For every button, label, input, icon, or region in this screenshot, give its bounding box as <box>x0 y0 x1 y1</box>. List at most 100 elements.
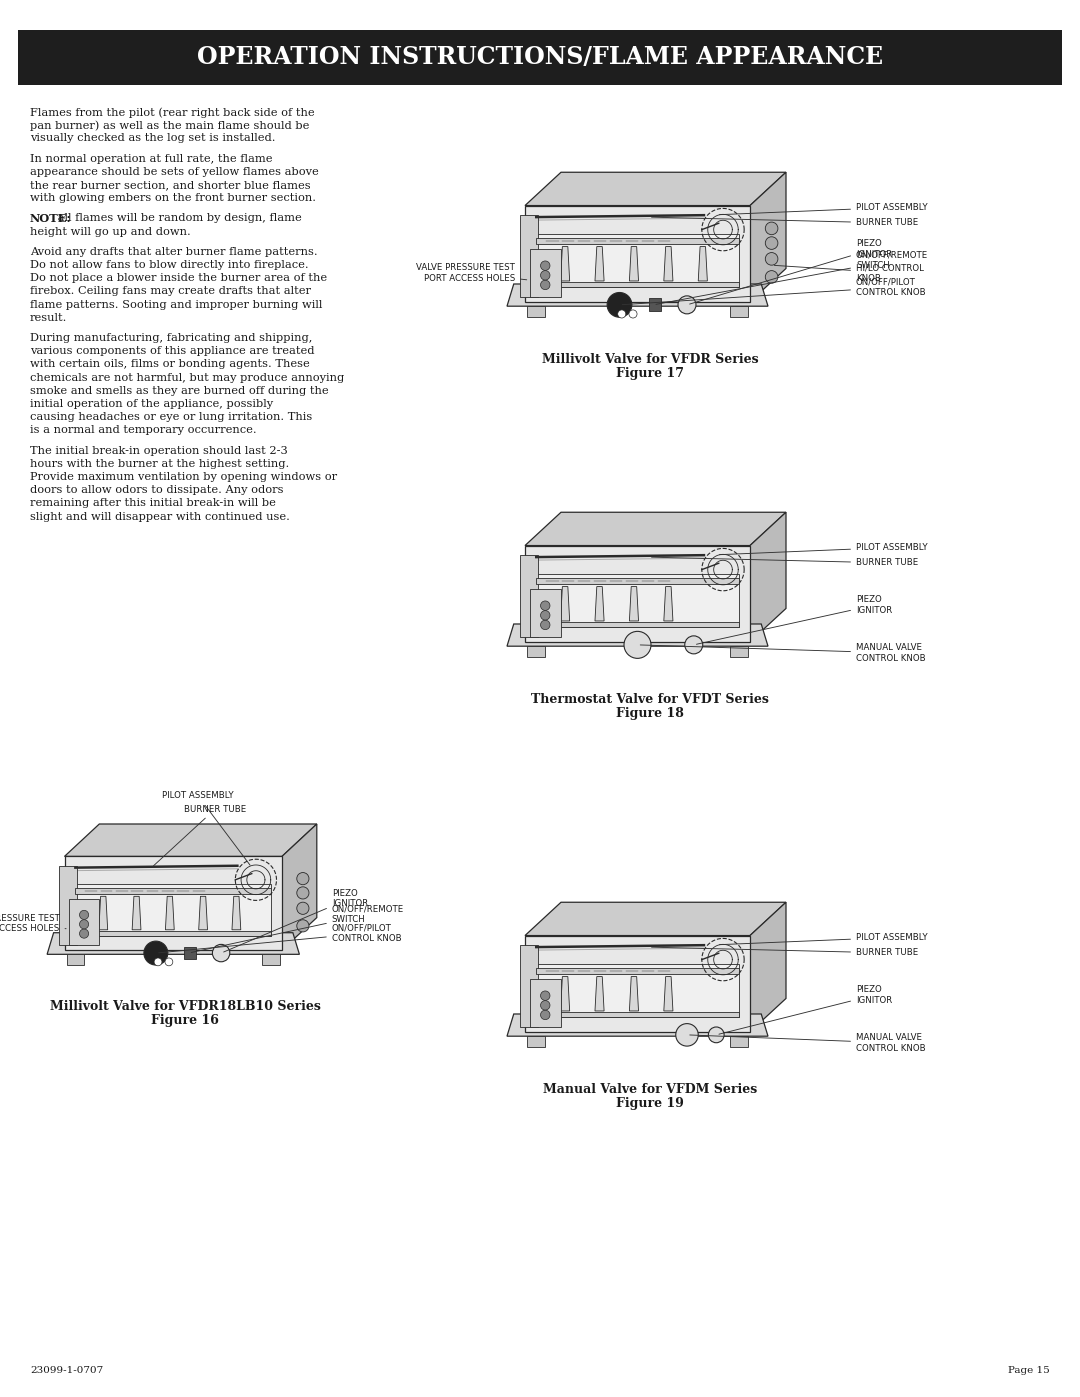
Polygon shape <box>282 824 316 950</box>
Text: remaining after this initial break-in will be: remaining after this initial break-in wi… <box>30 499 275 509</box>
Circle shape <box>766 253 778 265</box>
Polygon shape <box>232 897 241 930</box>
Text: ON/OFF/PILOT
CONTROL KNOB: ON/OFF/PILOT CONTROL KNOB <box>622 278 926 305</box>
Polygon shape <box>527 306 545 317</box>
Circle shape <box>766 222 778 235</box>
Text: PILOT ASSEMBLY: PILOT ASSEMBLY <box>162 792 251 865</box>
Polygon shape <box>750 902 786 1032</box>
Text: Manual Valve for VFDM Series: Manual Valve for VFDM Series <box>543 1083 757 1097</box>
Text: Flames from the pilot (rear right back side of the: Flames from the pilot (rear right back s… <box>30 108 314 117</box>
Bar <box>537 1011 739 1017</box>
Circle shape <box>297 919 309 932</box>
Circle shape <box>213 944 230 961</box>
Text: PIEZO
IGNITOR: PIEZO IGNITOR <box>224 888 368 951</box>
Circle shape <box>540 601 550 610</box>
Bar <box>59 866 77 946</box>
Bar <box>519 215 538 298</box>
Circle shape <box>766 271 778 284</box>
Circle shape <box>540 1010 550 1020</box>
Polygon shape <box>561 587 569 622</box>
Polygon shape <box>525 902 786 936</box>
Circle shape <box>685 636 703 654</box>
Text: VALVE PRESSURE TEST
PORT ACCESS HOLES: VALVE PRESSURE TEST PORT ACCESS HOLES <box>0 914 66 933</box>
Bar <box>519 946 538 1027</box>
Polygon shape <box>525 936 750 1032</box>
Bar <box>537 964 739 1017</box>
Circle shape <box>144 942 167 965</box>
Text: Figure 17: Figure 17 <box>616 367 684 380</box>
Polygon shape <box>132 897 141 930</box>
Text: BURNER TUBE: BURNER TUBE <box>153 805 246 866</box>
Bar <box>529 979 561 1027</box>
Polygon shape <box>67 954 84 965</box>
Circle shape <box>540 620 550 630</box>
Polygon shape <box>630 247 638 281</box>
Text: visually checked as the log set is installed.: visually checked as the log set is insta… <box>30 133 275 144</box>
Text: ON/OFF/PILOT
CONTROL KNOB: ON/OFF/PILOT CONTROL KNOB <box>159 923 402 953</box>
Circle shape <box>80 911 89 919</box>
Text: Millivolt Valve for VFDR18LB10 Series: Millivolt Valve for VFDR18LB10 Series <box>50 1000 321 1013</box>
Bar <box>76 887 271 894</box>
Bar <box>76 884 271 936</box>
Bar <box>537 282 739 288</box>
Text: Figure 18: Figure 18 <box>616 707 684 719</box>
Text: Figure 16: Figure 16 <box>151 1014 219 1027</box>
Bar <box>537 235 739 288</box>
Polygon shape <box>664 587 673 622</box>
Text: is a normal and temporary occurrence.: is a normal and temporary occurrence. <box>30 426 257 436</box>
Bar <box>529 590 561 637</box>
Bar <box>537 622 739 627</box>
Circle shape <box>624 631 651 658</box>
Bar <box>69 898 99 946</box>
Polygon shape <box>525 546 750 641</box>
Text: with certain oils, films or bonding agents. These: with certain oils, films or bonding agen… <box>30 359 310 369</box>
Polygon shape <box>527 1037 545 1048</box>
Polygon shape <box>525 205 750 302</box>
Bar <box>18 29 1062 85</box>
Text: PILOT ASSEMBLY: PILOT ASSEMBLY <box>719 203 928 215</box>
Text: with glowing embers on the front burner section.: with glowing embers on the front burner … <box>30 193 316 203</box>
Polygon shape <box>525 172 786 205</box>
Polygon shape <box>65 824 316 856</box>
Text: Figure 19: Figure 19 <box>616 1097 684 1111</box>
Circle shape <box>297 873 309 884</box>
Circle shape <box>618 310 625 319</box>
Text: PIEZO
IGNITOR: PIEZO IGNITOR <box>719 985 892 1034</box>
Text: VALVE PRESSURE TEST
PORT ACCESS HOLES: VALVE PRESSURE TEST PORT ACCESS HOLES <box>416 263 527 282</box>
Bar <box>76 930 271 936</box>
Text: Thermostat Valve for VFDT Series: Thermostat Valve for VFDT Series <box>531 693 769 705</box>
Text: firebox. Ceiling fans may create drafts that alter: firebox. Ceiling fans may create drafts … <box>30 286 311 296</box>
Text: slight and will disappear with continued use.: slight and will disappear with continued… <box>30 511 289 521</box>
Text: Do not place a blower inside the burner area of the: Do not place a blower inside the burner … <box>30 274 327 284</box>
Circle shape <box>540 281 550 289</box>
Polygon shape <box>750 172 786 302</box>
Polygon shape <box>595 587 604 622</box>
Polygon shape <box>507 284 768 306</box>
Text: ON/OFF/REMOTE
SWITCH: ON/OFF/REMOTE SWITCH <box>656 250 928 305</box>
Circle shape <box>540 610 550 620</box>
Polygon shape <box>199 897 207 930</box>
Circle shape <box>540 1000 550 1010</box>
Text: flame patterns. Sooting and improper burning will: flame patterns. Sooting and improper bur… <box>30 299 322 310</box>
Text: appearance should be sets of yellow flames above: appearance should be sets of yellow flam… <box>30 166 319 177</box>
Circle shape <box>540 261 550 271</box>
Text: chemicals are not harmful, but may produce annoying: chemicals are not harmful, but may produ… <box>30 373 345 383</box>
Text: PIEZO
IGNITOR: PIEZO IGNITOR <box>690 239 892 305</box>
Polygon shape <box>48 933 299 954</box>
Polygon shape <box>262 954 280 965</box>
Text: BURNER TUBE: BURNER TUBE <box>651 217 918 228</box>
Circle shape <box>766 236 778 250</box>
Polygon shape <box>595 247 604 281</box>
Circle shape <box>154 958 162 965</box>
Text: PILOT ASSEMBLY: PILOT ASSEMBLY <box>719 933 928 944</box>
Text: the rear burner section, and shorter blue flames: the rear burner section, and shorter blu… <box>30 180 311 190</box>
Text: PIEZO
IGNITOR: PIEZO IGNITOR <box>697 595 892 644</box>
Circle shape <box>80 929 89 939</box>
Text: smoke and smells as they are burned off during the: smoke and smells as they are burned off … <box>30 386 328 395</box>
Polygon shape <box>561 247 569 281</box>
Polygon shape <box>507 624 768 647</box>
Bar <box>537 237 739 244</box>
Text: ON/OFF/REMOTE
SWITCH: ON/OFF/REMOTE SWITCH <box>191 905 404 953</box>
Circle shape <box>165 958 173 965</box>
Text: hours with the burner at the highest setting.: hours with the burner at the highest set… <box>30 458 289 469</box>
